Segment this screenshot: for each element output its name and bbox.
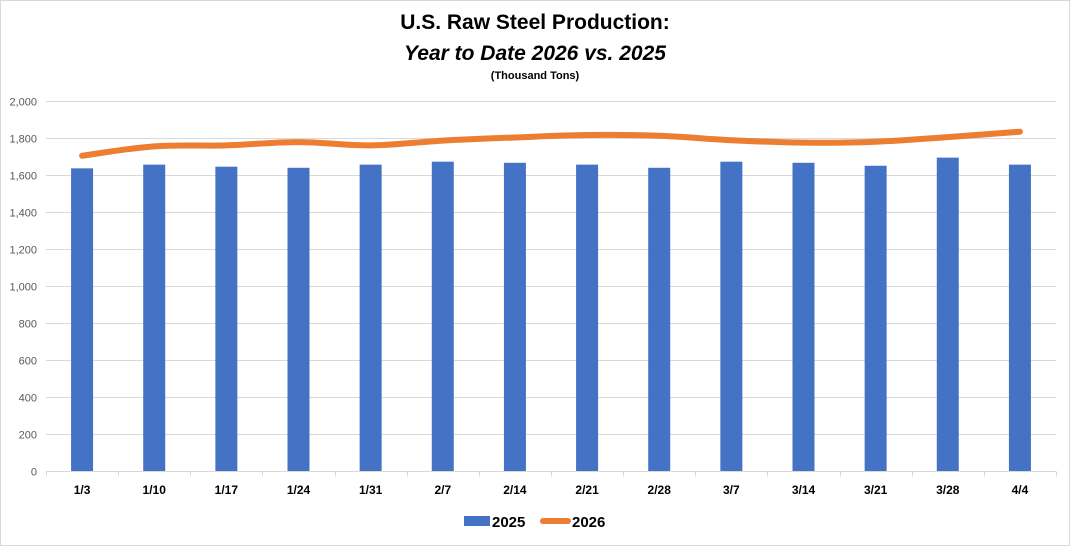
x-tick-label: 2/7 [434, 483, 451, 497]
x-tick-label: 1/10 [143, 483, 167, 497]
y-tick-label: 400 [19, 393, 37, 405]
series-2026-line [79, 128, 1023, 159]
x-axis: 1/3 1/10 1/17 1/24 1/31 2/7 2/14 2/21 2/28 3/7 3/1… [46, 471, 1057, 497]
y-tick-label: 200 [19, 430, 37, 442]
bar-2025 [576, 164, 599, 471]
bar-2025 [936, 157, 959, 472]
x-tick-label: 2/28 [648, 483, 672, 497]
y-tick-label: 800 [19, 319, 37, 331]
x-tick-label: 3/21 [864, 483, 888, 497]
chart-title: U.S. Raw Steel Production: [400, 11, 670, 34]
y-tick-label: 0 [31, 467, 37, 479]
x-tick-label: 3/7 [723, 483, 740, 497]
line-2026 [79, 128, 1023, 159]
y-tick-label: 600 [19, 356, 37, 368]
legend: 2025 2026 [464, 514, 605, 531]
x-tick-label: 3/14 [792, 483, 816, 497]
y-tick-label: 1,200 [9, 245, 37, 257]
y-tick-label: 2,000 [9, 97, 37, 109]
bar-2025 [792, 162, 815, 472]
y-tick-label: 1,800 [9, 134, 37, 146]
x-tick-label: 4/4 [1012, 483, 1029, 497]
bar-2025 [1008, 164, 1031, 471]
bar-2025 [864, 165, 887, 471]
chart-units-note: (Thousand Tons) [490, 70, 580, 82]
legend-swatch-2025 [464, 516, 490, 526]
bar-2025 [287, 167, 310, 471]
x-tick-label: 1/31 [359, 483, 383, 497]
series-2025-bars [71, 157, 1031, 472]
bar-2025 [720, 161, 743, 471]
x-tick-label: 1/17 [215, 483, 239, 497]
x-tick-label: 2/14 [503, 483, 527, 497]
bar-2025 [215, 166, 238, 472]
x-tick-label: 2/21 [575, 483, 599, 497]
legend-label-2025: 2025 [492, 514, 525, 531]
x-tick-label: 3/28 [936, 483, 960, 497]
legend-label-2026: 2026 [572, 514, 605, 531]
y-tick-label: 1,600 [9, 171, 37, 183]
y-tick-label: 1,400 [9, 208, 37, 220]
bar-2025 [71, 168, 94, 471]
chart-subtitle: Year to Date 2026 vs. 2025 [404, 42, 666, 65]
x-tick-label: 1/24 [287, 483, 311, 497]
y-tick-label: 1,000 [9, 282, 37, 294]
bar-2025 [431, 161, 454, 471]
bar-2025 [648, 167, 671, 471]
bar-2025 [503, 162, 526, 472]
gridlines [46, 101, 1056, 435]
x-tick-label: 1/3 [74, 483, 91, 497]
bar-2025 [359, 164, 382, 471]
bar-2025 [143, 164, 166, 471]
y-axis: 0 200 400 600 800 1,000 1,200 1,400 1,600 1,800 2,… [9, 97, 37, 479]
